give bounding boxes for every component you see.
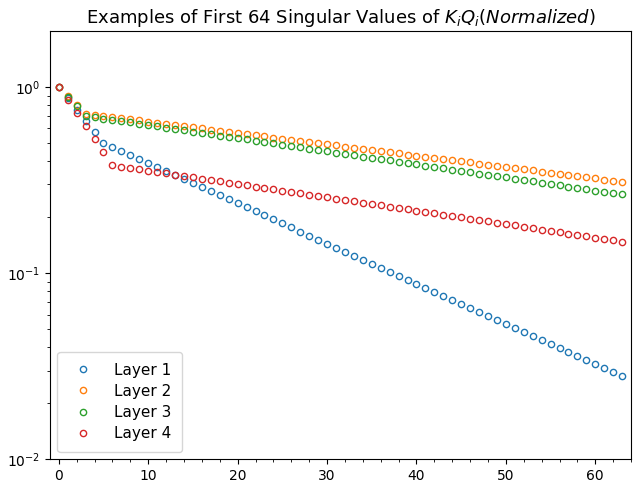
Line: Layer 1: Layer 1 <box>56 84 625 379</box>
Layer 1 <box>368 261 376 267</box>
Layer 2 <box>55 84 63 90</box>
Layer 4 <box>422 209 429 215</box>
Layer 4 <box>288 189 295 195</box>
Layer 4 <box>55 84 63 90</box>
Layer 4 <box>618 239 626 245</box>
Layer 4 <box>413 208 420 214</box>
Title: Examples of First 64 Singular Values of $K_iQ_i$($\mathit{Normalized}$): Examples of First 64 Singular Values of … <box>85 7 595 29</box>
Layer 3 <box>368 155 376 161</box>
Layer 3 <box>422 163 429 169</box>
Layer 1 <box>55 84 63 90</box>
Layer 1 <box>413 281 420 287</box>
Line: Layer 2: Layer 2 <box>56 84 625 185</box>
Layer 3 <box>413 161 420 167</box>
Layer 1 <box>288 224 295 230</box>
Line: Layer 3: Layer 3 <box>56 84 625 197</box>
Layer 3 <box>126 120 134 125</box>
Layer 2 <box>288 137 295 143</box>
Layer 3 <box>55 84 63 90</box>
Layer 3 <box>332 149 340 155</box>
Layer 2 <box>413 153 420 159</box>
Layer 1 <box>422 285 429 291</box>
Layer 2 <box>618 179 626 185</box>
Layer 1 <box>618 373 626 379</box>
Layer 1 <box>126 152 134 158</box>
Layer 1 <box>332 245 340 250</box>
Layer 2 <box>368 147 376 153</box>
Layer 2 <box>332 143 340 148</box>
Legend: Layer 1, Layer 2, Layer 3, Layer 4: Layer 1, Layer 2, Layer 3, Layer 4 <box>57 352 182 452</box>
Layer 4 <box>368 201 376 207</box>
Line: Layer 4: Layer 4 <box>56 84 625 245</box>
Layer 4 <box>332 196 340 202</box>
Layer 2 <box>126 117 134 122</box>
Layer 3 <box>288 143 295 149</box>
Layer 4 <box>126 165 134 171</box>
Layer 3 <box>618 192 626 197</box>
Layer 2 <box>422 154 429 160</box>
